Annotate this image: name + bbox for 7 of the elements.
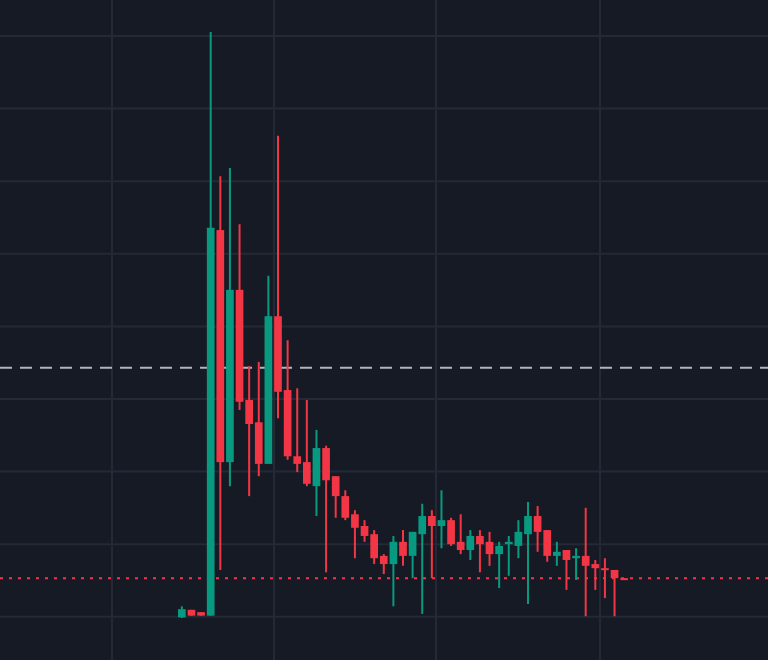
candlestick bbox=[399, 529, 407, 567]
candlestick bbox=[389, 534, 398, 608]
candlestick bbox=[466, 529, 475, 561]
candlestick bbox=[312, 428, 321, 518]
candlestick bbox=[553, 540, 561, 567]
candlestick bbox=[437, 489, 446, 550]
candlestick bbox=[495, 540, 503, 590]
